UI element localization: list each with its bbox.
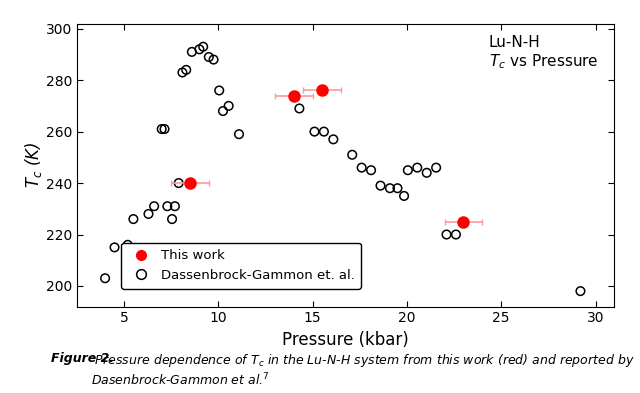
Point	[173, 180, 184, 186]
Point	[218, 108, 228, 114]
Point	[162, 203, 172, 209]
Text: Figure 2.: Figure 2.	[51, 352, 115, 365]
Point	[431, 165, 441, 171]
Point	[214, 87, 225, 94]
Point	[403, 167, 413, 173]
Point	[309, 129, 319, 135]
Point	[157, 126, 167, 132]
Point	[422, 170, 432, 176]
Point	[442, 231, 452, 238]
Point	[170, 203, 180, 209]
Point	[451, 231, 461, 238]
Point	[223, 103, 234, 109]
Point	[123, 242, 133, 248]
Point	[328, 136, 339, 143]
Point	[100, 275, 110, 281]
X-axis label: Pressure (kbar): Pressure (kbar)	[282, 331, 409, 349]
Point	[366, 167, 376, 173]
Text: Pressure dependence of $T_c$ in the Lu-N-H system from this work (red) and repor: Pressure dependence of $T_c$ in the Lu-N…	[91, 352, 634, 388]
Point	[347, 152, 357, 158]
Point	[234, 131, 244, 137]
Point	[187, 49, 197, 55]
Point	[209, 57, 219, 63]
Point	[392, 185, 403, 191]
Point	[177, 69, 188, 75]
Point	[412, 165, 422, 171]
Point	[143, 211, 154, 217]
Point	[385, 185, 395, 191]
Point	[109, 244, 120, 250]
Point	[356, 165, 367, 171]
Point	[181, 67, 191, 73]
Text: Lu-N-H
$T_c$ vs Pressure: Lu-N-H $T_c$ vs Pressure	[489, 35, 598, 72]
Point	[198, 44, 208, 50]
Point	[319, 129, 329, 135]
Point	[376, 182, 386, 189]
Point	[149, 203, 159, 209]
Point	[575, 288, 586, 294]
Point	[167, 216, 177, 222]
Point	[128, 216, 138, 222]
Point	[294, 105, 305, 112]
Point	[399, 193, 409, 199]
Point	[159, 126, 170, 132]
Y-axis label: $T_c$ (K): $T_c$ (K)	[23, 142, 44, 188]
Point	[195, 46, 205, 52]
Point	[204, 54, 214, 60]
Legend: This work, Dassenbrock-Gammon et. al.: This work, Dassenbrock-Gammon et. al.	[121, 243, 361, 288]
